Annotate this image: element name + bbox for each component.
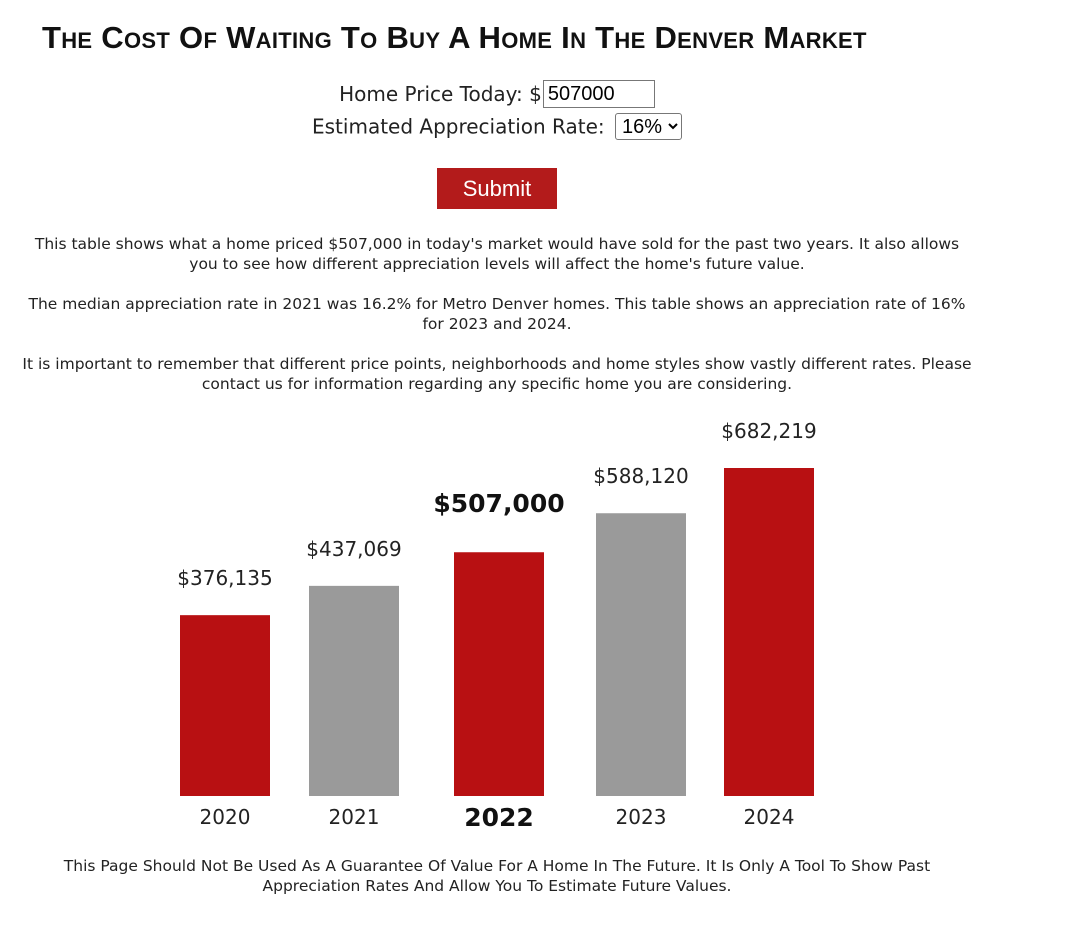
value-label-2024: $682,219 bbox=[721, 419, 816, 443]
intro-paragraph: This table shows what a home priced $507… bbox=[34, 235, 960, 273]
value-label-2021: $437,069 bbox=[306, 537, 401, 561]
year-label-2021: 2021 bbox=[329, 805, 380, 829]
year-label-2022: 2022 bbox=[464, 803, 534, 832]
value-label-2023: $588,120 bbox=[593, 464, 688, 488]
home-price-row: Home Price Today: $ bbox=[0, 80, 994, 108]
home-price-input[interactable] bbox=[542, 80, 655, 108]
submit-button[interactable]: Submit bbox=[437, 168, 557, 209]
value-label-2020: $376,135 bbox=[177, 566, 272, 590]
bar-2024 bbox=[724, 468, 814, 796]
home-price-label: Home Price Today: bbox=[339, 82, 523, 106]
appreciation-rate-label: Estimated Appreciation Rate: bbox=[312, 114, 605, 139]
appreciation-rate-select[interactable]: 16% bbox=[615, 113, 682, 140]
disclaimer-text: This Page Should Not Be Used As A Guaran… bbox=[63, 857, 931, 895]
bar-2021 bbox=[309, 585, 399, 796]
bar-2022 bbox=[454, 552, 544, 796]
page-title: The Cost Of Waiting To Buy A Home In The… bbox=[42, 20, 867, 55]
year-label-2020: 2020 bbox=[200, 805, 251, 829]
price-bar-chart: $376,135 2020 $437,069 2021 $507,000 2022 $588… bbox=[177, 419, 816, 832]
bar-2020 bbox=[180, 615, 270, 796]
value-label-2022: $507,000 bbox=[433, 489, 564, 518]
contact-paragraph: It is important to remember that differe… bbox=[22, 355, 972, 393]
year-label-2023: 2023 bbox=[616, 805, 667, 829]
bar-2023 bbox=[596, 513, 686, 796]
currency-prefix: $ bbox=[529, 82, 542, 106]
appreciation-rate-row: Estimated Appreciation Rate: 16% bbox=[0, 113, 994, 140]
year-label-2024: 2024 bbox=[744, 805, 795, 829]
median-rate-paragraph: The median appreciation rate in 2021 was… bbox=[28, 295, 966, 333]
